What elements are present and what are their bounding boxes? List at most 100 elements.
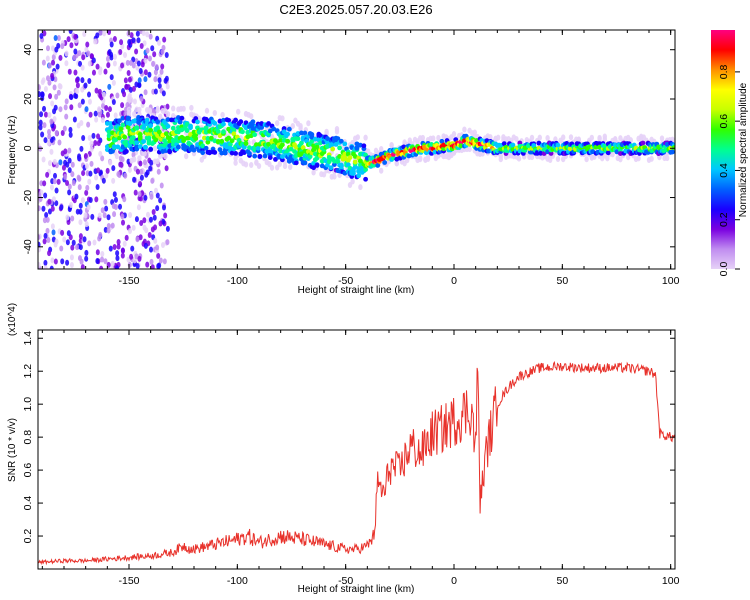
spectrogram-heatmap <box>38 30 675 269</box>
heatmap-cell <box>129 97 134 104</box>
heatmap-cell <box>135 168 140 175</box>
heatmap-cell <box>290 122 295 129</box>
heatmap-cell <box>103 68 108 75</box>
heatmap-cell <box>626 154 631 161</box>
chart-title: C2E3.2025.057.20.03.E26 <box>279 2 432 17</box>
heatmap-cell <box>342 141 348 147</box>
heatmap-cell <box>134 125 140 131</box>
heatmap-cell <box>134 140 140 146</box>
snr-xlabel: Height of straight line (km) <box>298 584 415 595</box>
heatmap-cell <box>45 216 50 223</box>
heatmap-cell <box>113 196 118 203</box>
heatmap-cell <box>140 61 145 68</box>
heatmap-cell <box>72 54 77 61</box>
heatmap-cell <box>79 258 84 265</box>
heatmap-cell <box>93 38 98 45</box>
heatmap-cell <box>568 134 574 141</box>
heatmap-cell <box>38 196 43 203</box>
heatmap-cell <box>62 125 67 132</box>
heatmap-cell <box>548 156 553 163</box>
heatmap-cell <box>332 173 337 180</box>
colorbar-label: Normalized spectral amplitude <box>738 82 749 217</box>
heatmap-cell <box>231 131 237 137</box>
heatmap-cell <box>39 180 44 187</box>
heatmap-cell <box>361 143 367 149</box>
heatmap-cell <box>451 131 457 138</box>
heatmap-cell <box>48 93 53 100</box>
heatmap-cell <box>148 216 153 223</box>
heatmap-cell <box>153 88 158 95</box>
heatmap-cell <box>537 134 542 141</box>
heatmap-cell <box>138 180 143 187</box>
heatmap-cell <box>425 154 431 161</box>
heatmap-cell <box>200 143 206 149</box>
heatmap-cell <box>134 216 139 223</box>
heatmap-cell <box>273 156 278 162</box>
heatmap-cell <box>73 69 78 76</box>
heatmap-cell <box>188 123 193 129</box>
heatmap-cell <box>53 258 58 265</box>
heatmap-cell <box>73 48 78 55</box>
heatmap-cell <box>131 62 136 69</box>
heatmap-cell <box>84 255 89 262</box>
y-tick-label: 0.6 <box>22 463 34 478</box>
heatmap-cell <box>363 134 368 141</box>
heatmap-cell <box>132 156 137 163</box>
heatmap-cell <box>326 159 332 165</box>
heatmap-cell <box>143 242 148 249</box>
heatmap-cell <box>81 170 86 177</box>
heatmap-cell <box>98 150 103 157</box>
heatmap-cell <box>96 133 101 140</box>
heatmap-cell <box>125 124 131 130</box>
heatmap-cell <box>229 138 235 144</box>
heatmap-cell <box>84 249 89 256</box>
x-tick-label: 50 <box>556 575 568 587</box>
heatmap-cell <box>60 130 65 137</box>
heatmap-cell <box>134 253 139 260</box>
heatmap-cell <box>42 180 47 187</box>
heatmap-cell <box>148 123 154 129</box>
heatmap-cell <box>155 125 161 131</box>
heatmap-cell <box>76 174 81 181</box>
heatmap-cell <box>111 98 116 105</box>
heatmap-cell <box>158 113 163 120</box>
heatmap-cell <box>78 202 83 209</box>
heatmap-cell <box>529 154 535 161</box>
heatmap-cell <box>86 121 91 128</box>
heatmap-cell <box>38 234 41 241</box>
heatmap-cell <box>108 124 114 130</box>
heatmap-cell <box>144 117 150 123</box>
heatmap-cell <box>50 223 55 230</box>
heatmap-cell <box>77 102 82 109</box>
heatmap-cell <box>330 146 336 152</box>
heatmap-cell <box>81 135 86 142</box>
heatmap-cell <box>127 121 133 127</box>
heatmap-cell <box>113 112 118 119</box>
heatmap-cell <box>122 196 127 203</box>
heatmap-cell <box>47 79 52 86</box>
heatmap-cell <box>111 165 116 172</box>
heatmap-cell <box>49 265 54 269</box>
heatmap-cell <box>43 137 48 144</box>
heatmap-cell <box>252 132 258 138</box>
heatmap-cell <box>117 118 122 124</box>
heatmap-cell <box>280 115 285 122</box>
heatmap-cell <box>431 135 436 142</box>
heatmap-cell <box>555 142 561 148</box>
heatmap-cell <box>127 166 132 173</box>
heatmap-cell <box>589 134 594 141</box>
heatmap-cell <box>134 144 140 149</box>
heatmap-cell <box>146 135 152 141</box>
heatmap-cell <box>65 259 70 266</box>
heatmap-cell <box>356 173 362 179</box>
heatmap-cell <box>212 110 217 117</box>
heatmap-cell <box>162 258 167 265</box>
heatmap-cell <box>636 155 641 162</box>
heatmap-cell <box>83 212 88 219</box>
heatmap-cell <box>163 212 168 219</box>
heatmap-cell <box>54 187 59 194</box>
heatmap-cell <box>350 178 355 185</box>
heatmap-cell <box>115 144 121 150</box>
heatmap-cell <box>43 232 48 239</box>
